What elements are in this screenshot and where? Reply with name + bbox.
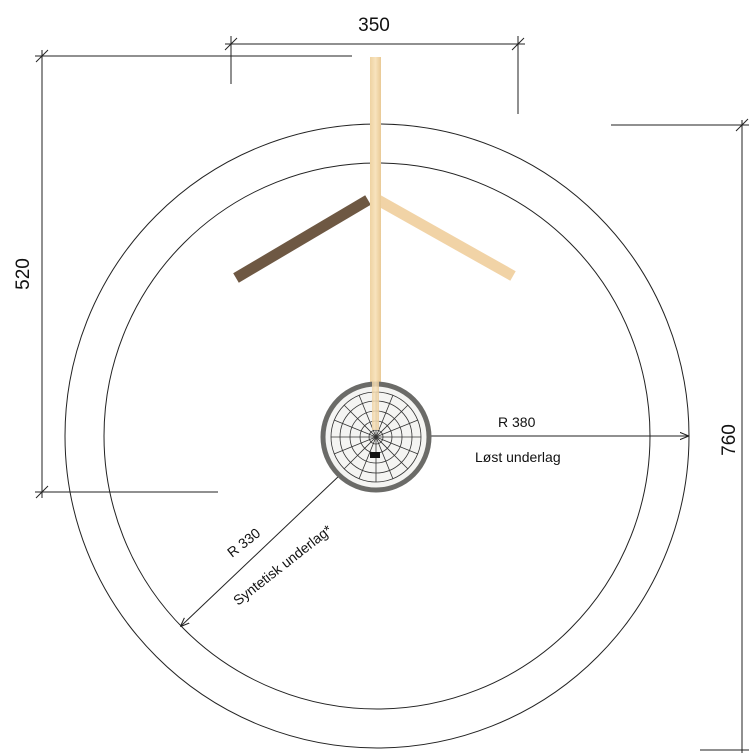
top-dimension: 350 bbox=[224, 15, 525, 114]
right-dimension: 760 bbox=[611, 118, 749, 753]
inner-radius-dimension: R 330 Syntetisk underlag* bbox=[181, 455, 361, 626]
inner-radius-label: R 330 bbox=[224, 525, 263, 561]
frame-arm-left bbox=[233, 195, 371, 283]
top-width-label: 350 bbox=[358, 15, 390, 36]
outer-radius-label: R 380 bbox=[498, 414, 536, 430]
frame-arm-right bbox=[375, 195, 516, 281]
frame-post bbox=[370, 57, 381, 437]
right-height-label: 760 bbox=[719, 424, 740, 456]
left-height-label: 520 bbox=[13, 258, 34, 290]
left-dimension: 520 bbox=[13, 49, 352, 499]
post-over-nest bbox=[372, 380, 379, 430]
outer-surface-label: Løst underlag bbox=[475, 449, 561, 465]
